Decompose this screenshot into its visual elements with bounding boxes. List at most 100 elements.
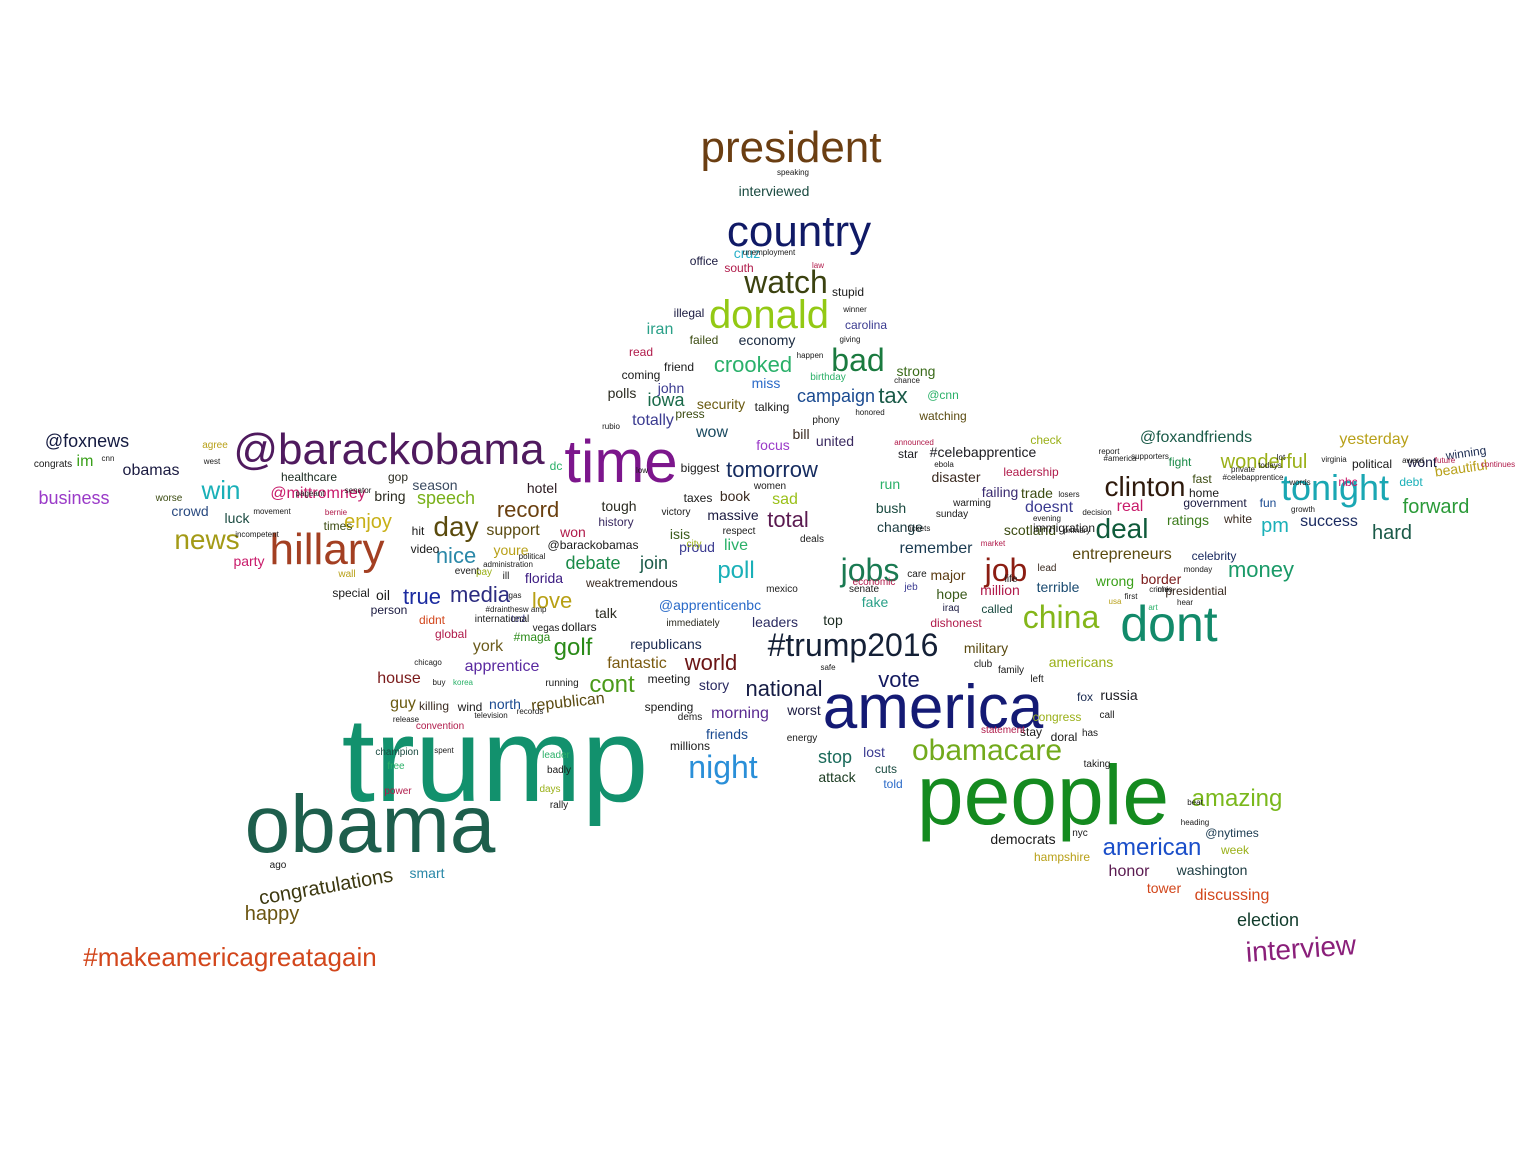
word: forward bbox=[1402, 496, 1470, 518]
word: crime bbox=[1149, 585, 1169, 594]
word: tickets bbox=[907, 524, 931, 533]
word: scotland bbox=[1003, 522, 1057, 538]
word: evening bbox=[1032, 514, 1062, 523]
word: vegas bbox=[532, 623, 560, 634]
word: senate bbox=[848, 584, 880, 595]
word: private bbox=[1230, 465, 1256, 474]
word: phony bbox=[812, 415, 840, 426]
word: administration bbox=[483, 560, 533, 569]
word: totally bbox=[632, 412, 674, 429]
word: taxes bbox=[683, 491, 713, 505]
word: record bbox=[496, 497, 560, 522]
word: season bbox=[412, 477, 458, 493]
word: democrats bbox=[990, 831, 1056, 847]
word: records bbox=[516, 707, 544, 716]
word: business bbox=[38, 488, 110, 508]
word: happen bbox=[796, 351, 824, 360]
word: campaign bbox=[796, 386, 876, 406]
word: bill bbox=[792, 426, 810, 442]
word: iran bbox=[646, 321, 674, 338]
word: oil bbox=[375, 587, 391, 603]
word: talking bbox=[754, 400, 790, 414]
word: announced bbox=[894, 438, 934, 447]
word: @foxandfriends bbox=[1139, 429, 1253, 446]
word: wont bbox=[1407, 454, 1437, 470]
word: spending bbox=[644, 700, 694, 714]
word: bernie bbox=[324, 508, 348, 517]
word: white bbox=[1223, 512, 1253, 526]
word: proud bbox=[679, 539, 715, 555]
word: friend bbox=[663, 360, 695, 374]
word: tonight bbox=[1280, 467, 1390, 508]
word: future bbox=[1434, 456, 1456, 465]
word: call bbox=[1099, 710, 1115, 721]
word: polls bbox=[607, 385, 637, 401]
word: warming bbox=[953, 498, 991, 509]
word: badly bbox=[547, 765, 571, 776]
word: america bbox=[822, 673, 1044, 742]
word: words bbox=[1289, 478, 1311, 487]
word: house bbox=[377, 670, 421, 687]
word: south bbox=[724, 261, 754, 275]
word: pageant bbox=[295, 489, 325, 498]
word: club bbox=[973, 659, 993, 670]
word: growth bbox=[1290, 505, 1316, 514]
word: live bbox=[723, 537, 749, 554]
word: korea bbox=[452, 678, 474, 687]
word: senator bbox=[344, 486, 372, 495]
word: watch bbox=[744, 264, 828, 300]
word: failing bbox=[981, 484, 1019, 500]
word: crooked bbox=[713, 352, 793, 377]
word: money bbox=[1227, 557, 1295, 582]
word: has bbox=[1081, 728, 1099, 739]
word: tax bbox=[878, 383, 908, 408]
word: gop bbox=[387, 470, 409, 484]
word: tower bbox=[1146, 880, 1182, 896]
word: bad bbox=[831, 342, 885, 378]
word: entrepreneurs bbox=[1072, 546, 1172, 563]
word: worst bbox=[787, 702, 821, 718]
word: @mittromney bbox=[270, 485, 366, 502]
word: wow bbox=[695, 424, 729, 441]
word: iraq bbox=[942, 603, 960, 614]
word: week bbox=[1220, 843, 1250, 857]
word: isis bbox=[669, 526, 691, 542]
word: bush bbox=[875, 500, 907, 516]
word: agree bbox=[202, 440, 228, 451]
word: win bbox=[201, 475, 241, 505]
word: #america bbox=[1103, 454, 1137, 463]
word: wonderful bbox=[1220, 451, 1308, 473]
word: star bbox=[897, 447, 919, 461]
word: nice bbox=[435, 543, 477, 568]
word: china bbox=[1022, 599, 1100, 635]
word: hillary bbox=[269, 525, 385, 574]
word: ago bbox=[269, 860, 287, 871]
word: cont bbox=[589, 671, 635, 698]
word: friends bbox=[705, 726, 749, 742]
word: stupid bbox=[831, 285, 865, 299]
word: called bbox=[981, 602, 1013, 616]
word: debt bbox=[1399, 475, 1423, 489]
word: award bbox=[1402, 456, 1424, 465]
word: dollars bbox=[561, 620, 597, 634]
word: smart bbox=[409, 865, 445, 881]
word: usa bbox=[1108, 597, 1122, 606]
word: tomorrow bbox=[726, 457, 818, 482]
word: champion bbox=[375, 747, 419, 758]
word: clinton bbox=[1104, 471, 1186, 502]
word: party bbox=[233, 553, 265, 569]
word: wrong bbox=[1095, 573, 1135, 589]
word: hope bbox=[936, 586, 968, 602]
word: millions bbox=[669, 739, 711, 753]
word: incompetent bbox=[235, 530, 279, 539]
word: success bbox=[1300, 513, 1358, 530]
word: security bbox=[696, 396, 746, 412]
word: vote bbox=[878, 667, 920, 692]
word: leadership bbox=[1003, 465, 1059, 479]
word: united bbox=[815, 433, 855, 449]
word: beat bbox=[1187, 798, 1203, 807]
word: political bbox=[1351, 457, 1393, 471]
word: sad bbox=[772, 491, 798, 508]
word: john bbox=[657, 380, 685, 396]
word: youre bbox=[493, 542, 529, 558]
